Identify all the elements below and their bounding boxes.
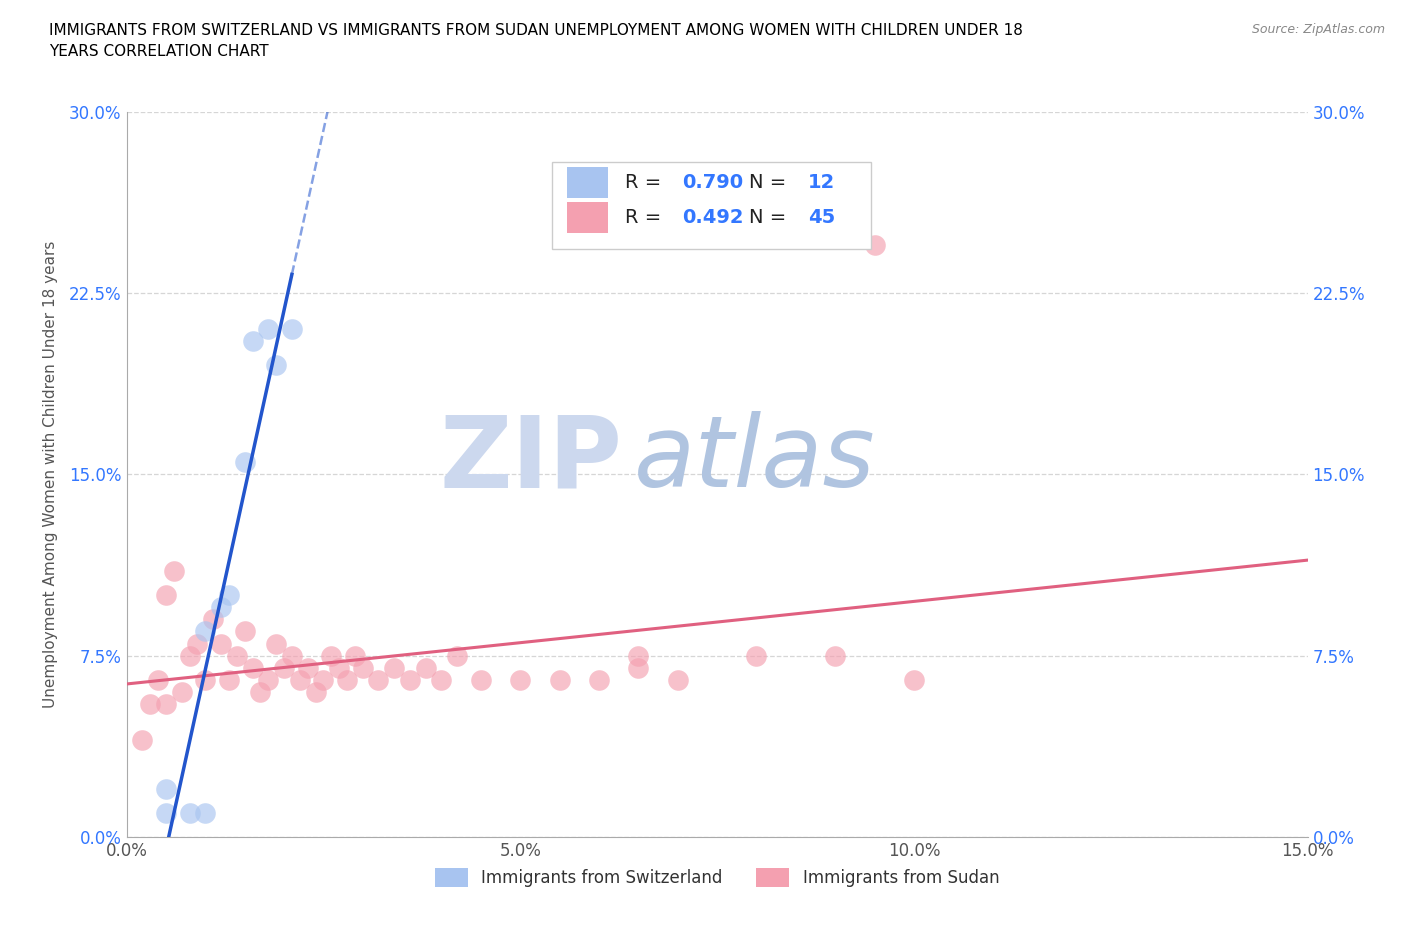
Point — [139, 697, 162, 711]
Point — [257, 672, 280, 687]
Point — [627, 660, 650, 675]
FancyBboxPatch shape — [567, 203, 609, 232]
Point — [666, 672, 689, 687]
Point — [155, 697, 177, 711]
Point — [382, 660, 405, 675]
Point — [745, 648, 768, 663]
Point — [194, 672, 217, 687]
Point — [343, 648, 366, 663]
Y-axis label: Unemployment Among Women with Children Under 18 years: Unemployment Among Women with Children U… — [44, 241, 58, 708]
Point — [297, 660, 319, 675]
Point — [163, 564, 186, 578]
Legend: Immigrants from Switzerland, Immigrants from Sudan: Immigrants from Switzerland, Immigrants … — [427, 861, 1007, 894]
Point — [367, 672, 389, 687]
Point — [242, 660, 264, 675]
Point — [155, 588, 177, 603]
Point — [170, 684, 193, 699]
Point — [312, 672, 335, 687]
Text: IMMIGRANTS FROM SWITZERLAND VS IMMIGRANTS FROM SUDAN UNEMPLOYMENT AMONG WOMEN WI: IMMIGRANTS FROM SWITZERLAND VS IMMIGRANT… — [49, 23, 1024, 60]
Point — [225, 648, 247, 663]
Point — [264, 358, 287, 373]
Point — [194, 624, 217, 639]
Text: 0.492: 0.492 — [682, 208, 744, 227]
Point — [194, 805, 217, 820]
Point — [446, 648, 468, 663]
Text: N =: N = — [749, 173, 786, 193]
Point — [627, 648, 650, 663]
Point — [155, 805, 177, 820]
Point — [155, 781, 177, 796]
Point — [179, 648, 201, 663]
Text: N =: N = — [749, 208, 786, 227]
Point — [131, 733, 153, 748]
Point — [863, 237, 886, 252]
Text: Source: ZipAtlas.com: Source: ZipAtlas.com — [1251, 23, 1385, 36]
Point — [352, 660, 374, 675]
Point — [242, 334, 264, 349]
Point — [218, 672, 240, 687]
Point — [588, 672, 610, 687]
Point — [233, 624, 256, 639]
Point — [509, 672, 531, 687]
Text: R =: R = — [624, 173, 661, 193]
Point — [218, 588, 240, 603]
Text: R =: R = — [624, 208, 661, 227]
Point — [328, 660, 350, 675]
Point — [233, 455, 256, 470]
Point — [281, 322, 304, 337]
Text: 45: 45 — [808, 208, 835, 227]
Text: 0.790: 0.790 — [682, 173, 742, 193]
Text: ZIP: ZIP — [440, 411, 623, 509]
Text: 12: 12 — [808, 173, 835, 193]
Point — [288, 672, 311, 687]
Point — [321, 648, 343, 663]
Text: atlas: atlas — [634, 411, 876, 509]
Point — [304, 684, 326, 699]
Point — [146, 672, 169, 687]
Point — [273, 660, 295, 675]
Point — [903, 672, 925, 687]
Point — [186, 636, 208, 651]
Point — [415, 660, 437, 675]
Point — [209, 636, 232, 651]
Point — [202, 612, 225, 627]
Point — [257, 322, 280, 337]
Point — [209, 600, 232, 615]
Point — [824, 648, 846, 663]
Point — [249, 684, 271, 699]
Point — [264, 636, 287, 651]
Point — [470, 672, 492, 687]
Point — [548, 672, 571, 687]
Point — [399, 672, 422, 687]
Point — [430, 672, 453, 687]
Point — [336, 672, 359, 687]
Point — [179, 805, 201, 820]
FancyBboxPatch shape — [551, 163, 870, 249]
Point — [281, 648, 304, 663]
FancyBboxPatch shape — [567, 167, 609, 198]
